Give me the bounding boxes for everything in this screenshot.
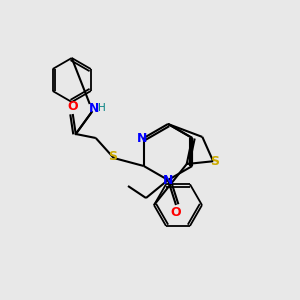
Text: S: S xyxy=(108,151,117,164)
Text: O: O xyxy=(68,100,78,113)
Text: N: N xyxy=(163,175,173,188)
Text: N: N xyxy=(88,101,99,115)
Text: O: O xyxy=(171,206,181,220)
Text: S: S xyxy=(210,155,219,168)
Text: H: H xyxy=(98,103,106,113)
Text: N: N xyxy=(136,131,147,145)
